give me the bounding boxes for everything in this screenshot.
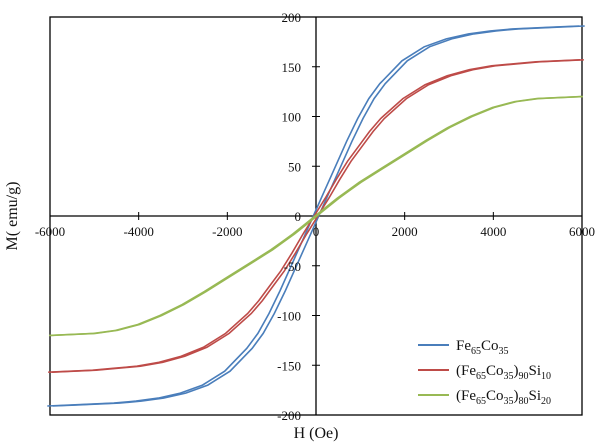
x-tick-label-6: 6000 [569, 224, 595, 239]
legend-label-1: (Fe65Co35)90Si10 [456, 363, 551, 382]
legend-label-0: Fe65Co35 [456, 338, 509, 357]
x-tick-label-1: -4000 [123, 224, 153, 239]
y-tick-label-2: -100 [277, 309, 301, 324]
y-tick-label-7: 150 [282, 60, 302, 75]
tick-labels: -6000 -4000 -2000 0 2000 4000 6000-200-150-100… [35, 10, 595, 423]
x-tick-label-2: -2000 [212, 224, 242, 239]
y-tick-label-6: 100 [282, 110, 302, 125]
y-tick-label-8: 200 [282, 10, 302, 25]
x-axis-title: H (Oe) [294, 425, 339, 442]
x-tick-label-3: 0 [313, 224, 320, 239]
y-tick-label-4: 0 [295, 209, 302, 224]
y-tick-label-3: -50 [284, 259, 301, 274]
x-tick-label-4: 2000 [392, 224, 418, 239]
series-2-ascending-branch [49, 95, 582, 337]
y-tick-label-0: -200 [277, 408, 301, 423]
legend: Fe65Co35 (Fe65Co35)90Si10 (Fe65Co35)80Si20 [418, 338, 551, 407]
x-tick-label-0: -6000 [35, 224, 65, 239]
legend-label-2: (Fe65Co35)80Si20 [456, 388, 551, 407]
curves [47, 25, 585, 407]
y-tick-label-5: 50 [288, 159, 301, 174]
x-tick-label-5: 4000 [480, 224, 506, 239]
y-axis-title: M( emu/g) [4, 182, 21, 251]
axis-ticks [49, 16, 583, 416]
y-tick-label-1: -150 [277, 358, 301, 373]
